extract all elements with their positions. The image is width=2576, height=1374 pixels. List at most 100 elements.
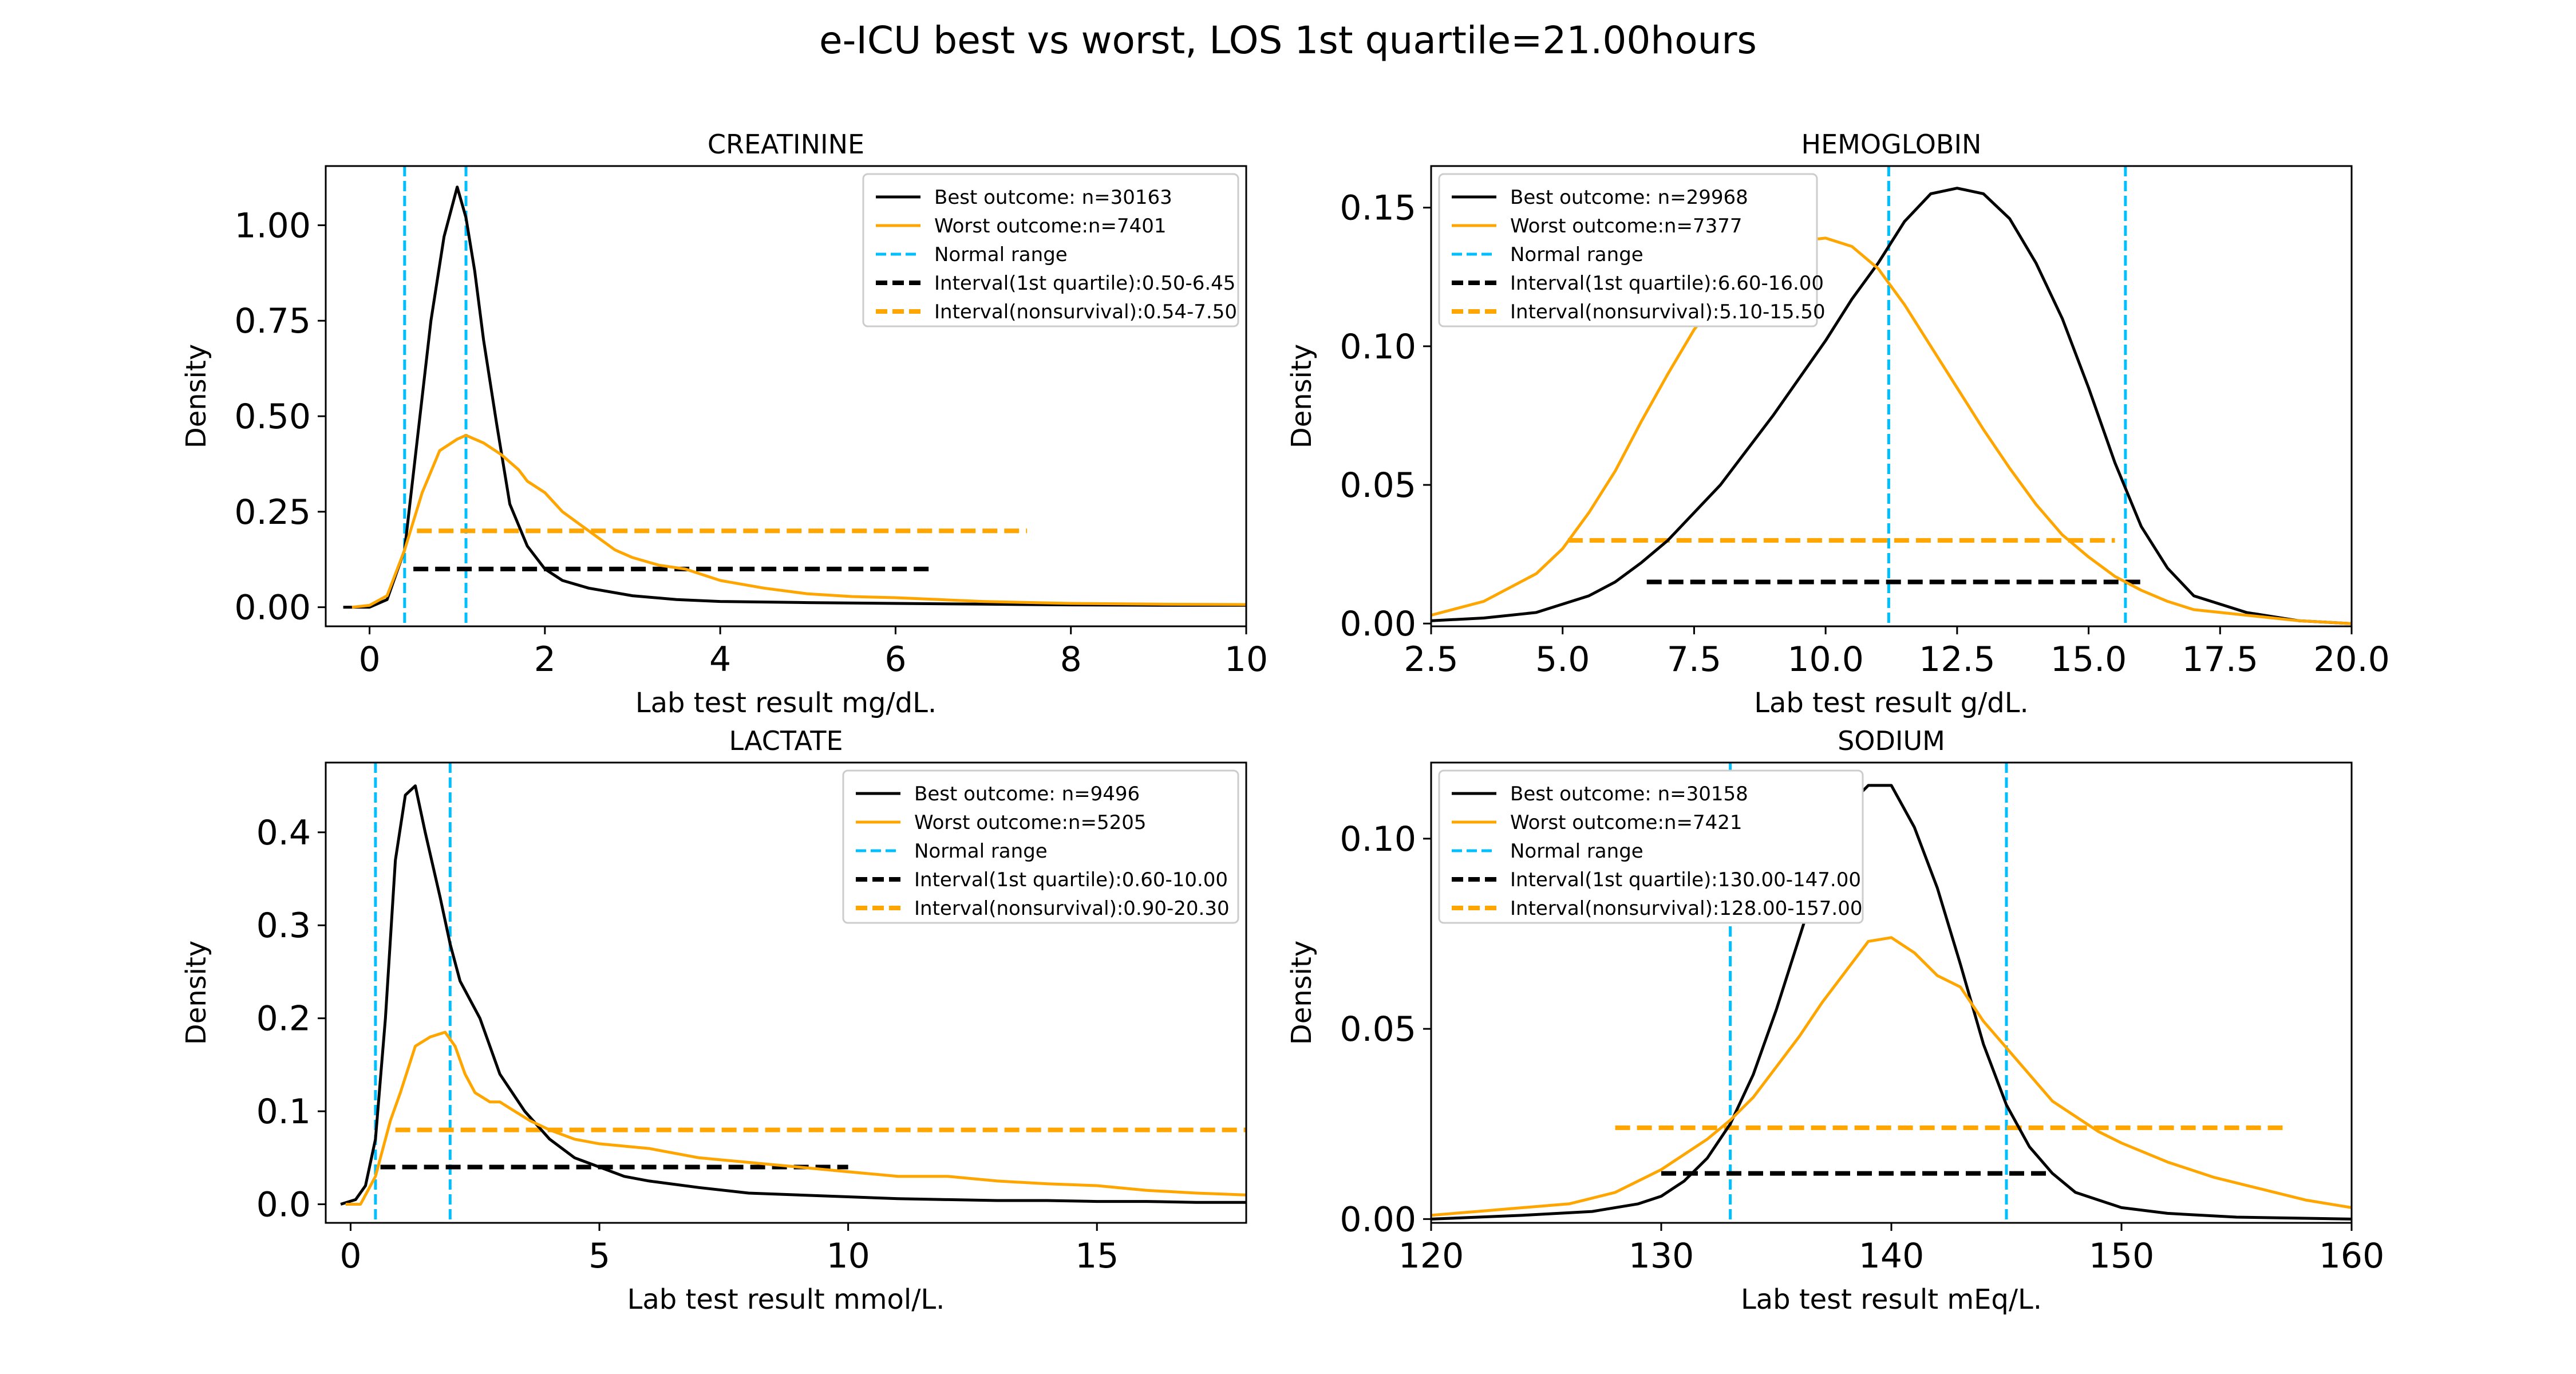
legend-label: Normal range — [1510, 243, 1643, 266]
density-curve-worst — [1431, 236, 2352, 625]
x-tick-label: 140 — [1859, 1236, 1925, 1276]
y-tick-label: 0.15 — [1340, 188, 1416, 228]
x-axis-label: Lab test result mmol/L. — [627, 1284, 945, 1316]
x-tick-label: 2.5 — [1404, 639, 1458, 680]
x-tick-label: 8 — [1060, 639, 1082, 680]
x-tick-label: 5.0 — [1535, 639, 1590, 680]
y-tick-label: 0.2 — [256, 999, 311, 1039]
density-curve-worst — [1431, 936, 2352, 1217]
legend-label: Interval(nonsurvival):5.10-15.50 — [1510, 301, 1826, 323]
figure-title: e-ICU best vs worst, LOS 1st quartile=21… — [819, 18, 1757, 62]
legend-label: Interval(1st quartile):0.60-10.00 — [914, 868, 1228, 891]
x-tick-label: 0 — [358, 639, 380, 680]
x-tick-label: 10 — [1224, 639, 1268, 680]
x-tick-label: 6 — [884, 639, 906, 680]
y-tick-label: 0.10 — [1340, 819, 1416, 859]
y-tick-label: 1.00 — [234, 206, 311, 246]
legend-label: Interval(1st quartile):6.60-16.00 — [1510, 272, 1824, 295]
y-tick-label: 0.4 — [256, 813, 311, 853]
legend: Best outcome: n=30163 Worst outcome:n=740… — [862, 173, 1239, 327]
density-curve-best — [1431, 784, 2352, 1221]
x-tick-label: 10 — [826, 1236, 870, 1276]
legend: Best outcome: n=29968 Worst outcome:n=737… — [1438, 173, 1826, 327]
legend-box — [1438, 173, 1818, 327]
legend-label: Worst outcome:n=7377 — [1510, 215, 1743, 238]
legend-label: Interval(nonsurvival):0.54-7.50 — [934, 301, 1237, 323]
y-axis-label: Density — [1286, 941, 1318, 1045]
x-tick-label: 15 — [1075, 1236, 1119, 1276]
y-tick-label: 0.75 — [234, 301, 311, 341]
legend-label: Best outcome: n=30163 — [934, 186, 1172, 209]
subplot-creatinine: CREATININE 0 2 4 6 8 10 0.00 0.25 0.50 0.75 1.00 Lab… — [180, 129, 1268, 719]
y-axis-label: Density — [1286, 344, 1318, 448]
y-tick-label: 0.3 — [256, 906, 311, 946]
subplot-title: LACTATE — [729, 725, 843, 756]
x-tick-label: 0 — [339, 1236, 361, 1276]
legend-label: Worst outcome:n=7401 — [934, 215, 1167, 238]
y-tick-label: 0.05 — [1340, 1009, 1416, 1049]
legend-label: Interval(1st quartile):0.50-6.45 — [934, 272, 1235, 295]
density-curve-best — [343, 185, 1246, 609]
subplot-title: HEMOGLOBIN — [1801, 129, 1982, 160]
x-axis-label: Lab test result g/dL. — [1754, 687, 2028, 719]
subplot-lactate: LACTATE 0 5 10 15 0.0 0.1 0.2 0.3 0.4 Lab test res… — [180, 725, 1247, 1316]
legend: Best outcome: n=30158 Worst outcome:n=742… — [1438, 769, 1864, 924]
legend-label: Best outcome: n=29968 — [1510, 186, 1748, 209]
subplot-hemoglobin: HEMOGLOBIN 2.5 5.0 7.5 10.0 12.5 15.0 17.5 20.0 0… — [1286, 129, 2390, 719]
x-tick-label: 10.0 — [1787, 639, 1864, 680]
legend-label: Best outcome: n=30158 — [1510, 783, 1748, 806]
x-axis-label: Lab test result mg/dL. — [635, 687, 937, 719]
x-tick-label: 150 — [2089, 1236, 2155, 1276]
legend-label: Normal range — [934, 243, 1068, 266]
plot-area — [340, 763, 1246, 1223]
legend-label: Best outcome: n=9496 — [914, 783, 1140, 806]
legend-box — [842, 769, 1239, 924]
density-curve-worst — [351, 433, 1246, 609]
y-tick-label: 0.00 — [1340, 1199, 1416, 1239]
y-tick-label: 0.0 — [256, 1185, 311, 1225]
x-tick-label: 130 — [1629, 1236, 1694, 1276]
x-tick-label: 5 — [588, 1236, 610, 1276]
legend-label: Worst outcome:n=7421 — [1510, 811, 1743, 834]
legend-box — [862, 173, 1239, 327]
y-tick-label: 0.00 — [1340, 604, 1416, 644]
density-curve-worst — [345, 1030, 1246, 1206]
legend-label: Normal range — [914, 840, 1048, 863]
density-curve-best — [1431, 187, 2352, 625]
y-tick-label: 0.00 — [234, 588, 311, 628]
subplot-title: CREATININE — [708, 129, 864, 160]
y-tick-label: 0.1 — [256, 1092, 311, 1132]
legend: Best outcome: n=9496 Worst outcome:n=5205… — [842, 769, 1239, 924]
plot-area — [1431, 166, 2352, 626]
y-tick-label: 0.50 — [234, 397, 311, 437]
plot-area — [343, 166, 1246, 626]
legend-label: Interval(1st quartile):130.00-147.00 — [1510, 868, 1861, 891]
subplot-sodium: SODIUM 120 130 140 150 160 0.00 0.05 0.10 Lab tes… — [1286, 725, 2384, 1316]
legend-box — [1438, 769, 1864, 924]
legend-label: Interval(nonsurvival):128.00-157.00 — [1510, 897, 1863, 920]
axes-frame — [325, 165, 1247, 627]
x-tick-label: 15.0 — [2050, 639, 2127, 680]
legend-label: Interval(nonsurvival):0.90-20.30 — [914, 897, 1230, 920]
x-tick-label: 120 — [1398, 1236, 1464, 1276]
x-tick-label: 7.5 — [1667, 639, 1721, 680]
axes-frame — [1430, 165, 2353, 627]
density-curve-best — [340, 784, 1246, 1206]
x-tick-label: 12.5 — [1919, 639, 1996, 680]
legend-label: Worst outcome:n=5205 — [914, 811, 1147, 834]
subplot-title: SODIUM — [1838, 725, 1945, 756]
y-tick-label: 0.05 — [1340, 465, 1416, 506]
y-tick-label: 0.10 — [1340, 327, 1416, 367]
y-axis-label: Density — [180, 941, 212, 1045]
x-tick-label: 160 — [2319, 1236, 2385, 1276]
y-tick-label: 0.25 — [234, 492, 311, 532]
x-tick-label: 20.0 — [2313, 639, 2390, 680]
axes-frame — [325, 761, 1247, 1224]
x-tick-label: 17.5 — [2182, 639, 2258, 680]
y-axis-label: Density — [180, 344, 212, 448]
x-tick-label: 4 — [709, 639, 731, 680]
legend-label: Normal range — [1510, 840, 1643, 863]
